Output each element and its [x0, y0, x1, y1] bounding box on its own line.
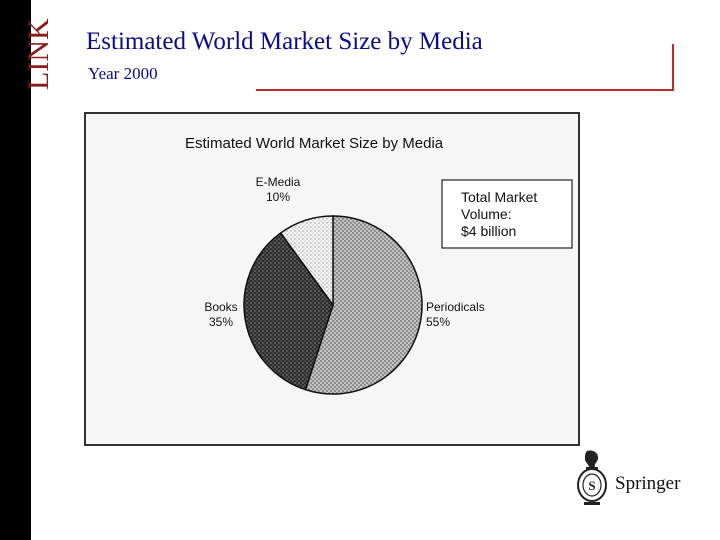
- pie-slices: [243, 215, 423, 395]
- total-market-annotation: Total Market Volume: $4 billion: [441, 179, 573, 249]
- slice-label-periodicals: Periodicals: [426, 300, 485, 314]
- slice-value-periodicals: 55%: [426, 315, 450, 329]
- link-logo: LINK: [22, 18, 55, 90]
- slice-label-e-media: E-Media: [256, 175, 301, 189]
- accent-rule-horizontal: [256, 89, 674, 91]
- annotation-line-1: Total Market: [461, 189, 537, 205]
- slice-value-books: 35%: [209, 315, 233, 329]
- accent-rule-vertical: [672, 44, 674, 91]
- link-logo-text: LINK: [22, 18, 55, 90]
- annotation-line-3: $4 billion: [461, 223, 516, 239]
- pie-slice-books: [243, 231, 334, 391]
- slide-subtitle: Year 2000: [88, 64, 158, 83]
- pie-chart: Estimated World Market Size by Media Per…: [185, 135, 573, 395]
- svg-text:S: S: [588, 478, 595, 493]
- pie-slice-e-media: [279, 215, 334, 308]
- annotation-box: [441, 179, 573, 249]
- chart-panel: Estimated World Market Size by Media Per…: [84, 112, 580, 446]
- slice-value-e-media: 10%: [266, 190, 290, 204]
- pie-slice-periodicals: [304, 215, 423, 395]
- annotation-line-2: Volume:: [461, 206, 512, 222]
- slice-label-books: Books: [204, 300, 237, 314]
- chart-title: Estimated World Market Size by Media: [185, 135, 444, 152]
- left-black-band: [0, 0, 31, 540]
- slide-title: Estimated World Market Size by Media: [86, 28, 483, 55]
- springer-chess-knight-logo: S: [577, 450, 607, 505]
- springer-wordmark: Springer: [615, 473, 681, 494]
